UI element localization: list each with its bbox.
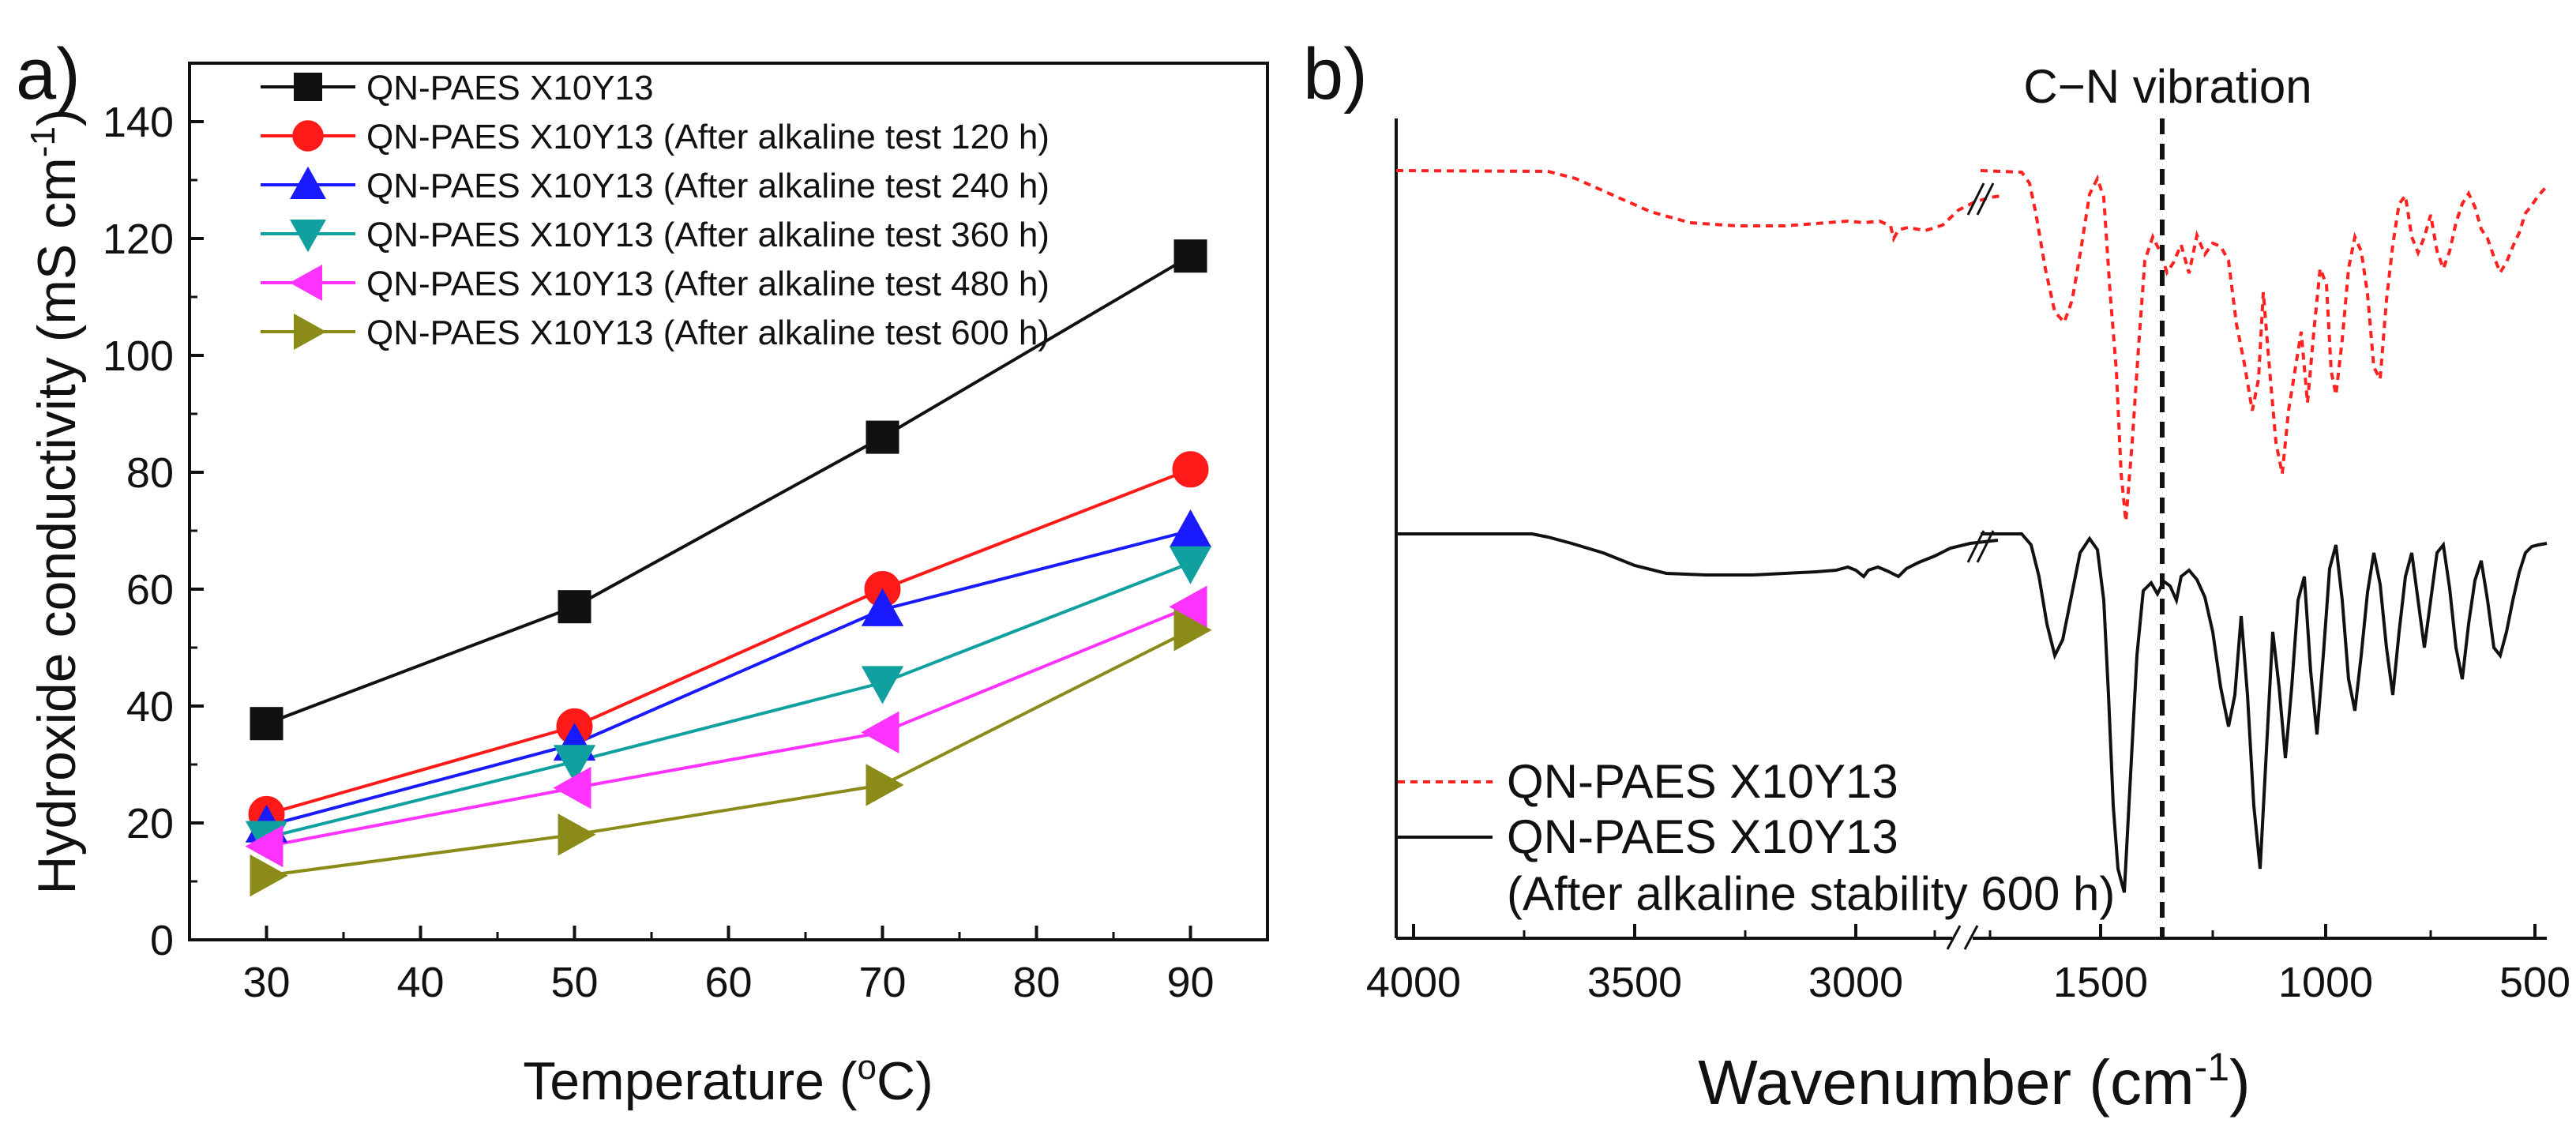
- panel-a-series-line-2: [265, 468, 1192, 816]
- panel-a-y-tick-label: 60: [126, 566, 174, 614]
- panel-a-legend-swatch-marker: [290, 220, 326, 253]
- panel-a-data-point-series-6: [866, 764, 904, 806]
- panel-a-x-tick-label: 60: [704, 959, 752, 1006]
- panel-a-legend-swatch-marker: [294, 73, 322, 101]
- panel-a-conductivity-chart: a) 30 40 50 60 70 80 90 0 20 40 60 80 100 120 140 QN-P…: [16, 34, 1269, 1111]
- panel-a-data-point-series-1: [558, 590, 591, 624]
- panel-a-y-tick-label: 20: [126, 800, 174, 847]
- panel-a-data-point-series-5: [1169, 585, 1207, 628]
- panel-a-legend-label: QN-PAES X10Y13 (After alkaline test 360 …: [366, 216, 1050, 254]
- panel-a-letter: a): [16, 34, 81, 115]
- cn-vibration-annotation: C−N vibration: [2023, 60, 2311, 113]
- panel-b-x-tick-label: 1000: [2278, 959, 2373, 1006]
- panel-a-legend-swatch-marker: [290, 166, 326, 199]
- panel-b-ticks: 4000 3500 3000 1500 1000 500: [1366, 924, 2570, 1006]
- panel-a-x-tick-label: 80: [1012, 959, 1060, 1006]
- panel-a-y-tick-label: 0: [150, 917, 174, 964]
- panel-b-x-tick-label: 4000: [1366, 959, 1461, 1006]
- panel-a-y-tick-label: 100: [103, 332, 174, 380]
- panel-a-legend: QN-PAES X10Y13 QN-PAES X10Y13 (After alka…: [261, 69, 1050, 352]
- panel-a-y-tick-label: 140: [103, 99, 174, 146]
- panel-a-data-point-series-6: [558, 813, 596, 856]
- panel-a-x-tick-label: 50: [550, 959, 598, 1006]
- panel-a-y-axis-label: Hydroxide conductivity (mS cm-1): [24, 108, 87, 894]
- panel-a-series-markers: [245, 239, 1212, 897]
- panel-b-x-tick-label: 500: [2499, 959, 2570, 1006]
- panel-a-legend-label: QN-PAES X10Y13 (After alkaline test 240 …: [366, 167, 1050, 205]
- panel-a-x-tick-label: 90: [1166, 959, 1214, 1006]
- panel-a-data-point-series-5: [245, 825, 284, 868]
- panel-b-spectra-break-marks: [1966, 182, 1995, 563]
- panel-a-series-line-3: [265, 529, 1191, 828]
- spectrum-red-dotted-segment-low: [1980, 169, 2548, 522]
- spectrum-red-dotted-segment-high: [1395, 169, 2002, 243]
- panel-a-data-point-series-1: [1173, 239, 1207, 273]
- panel-a-y-tick-label: 80: [126, 449, 174, 497]
- panel-a-series-lines: [265, 254, 1192, 877]
- panel-a-y-tick-label: 120: [103, 216, 174, 263]
- legend-label-black-line2: (After alkaline stability 600 h): [1507, 867, 2115, 920]
- spectrum-black-solid-segment-low: [1981, 532, 2548, 893]
- panel-a-data-point-series-5: [861, 711, 899, 753]
- panel-b-x-tick-label: 3000: [1808, 959, 1903, 1006]
- panel-b-x-axis-label: Wavenumber (cm-1): [1698, 1045, 2250, 1118]
- panel-a-legend-label: QN-PAES X10Y13: [366, 69, 654, 107]
- panel-a-series-line-4: [266, 561, 1192, 840]
- panel-a-data-point-series-1: [866, 420, 899, 454]
- panel-a-data-point-series-5: [553, 766, 591, 810]
- panel-a-series-line-6: [266, 629, 1192, 877]
- panel-a-data-point-series-4: [1169, 546, 1212, 584]
- panel-b-x-axis-break: [1946, 925, 1979, 950]
- panel-a-legend-label: QN-PAES X10Y13 (After alkaline test 120 …: [366, 118, 1050, 156]
- panel-a-series-line-5: [266, 605, 1192, 848]
- panel-a-data-point-series-4: [861, 666, 904, 704]
- legend-label-red: QN-PAES X10Y13: [1507, 755, 1898, 808]
- panel-a-ticks: 30 40 50 60 70 80 90 0 20 40 60 80 100 120 140: [103, 99, 1269, 1006]
- panel-a-legend-swatch-marker: [294, 314, 327, 350]
- panel-a-y-tick-label: 40: [126, 683, 174, 731]
- panel-a-data-point-series-3: [861, 588, 904, 626]
- panel-a-x-tick-label: 40: [396, 959, 444, 1006]
- panel-b-legend: QN-PAES X10Y13 QN-PAES X10Y13 (After alk…: [1398, 755, 2115, 920]
- panel-a-legend-label: QN-PAES X10Y13 (After alkaline test 480 …: [366, 265, 1050, 303]
- panel-b-letter: b): [1303, 34, 1368, 115]
- panel-a-data-point-series-6: [250, 854, 288, 897]
- panel-a-data-point-series-2: [1172, 451, 1209, 488]
- panel-a-data-point-series-6: [1173, 609, 1212, 652]
- panel-a-legend-swatch-marker: [292, 120, 324, 152]
- spectrum-black-solid-segment-high: [1396, 532, 1999, 579]
- panel-a-data-point-series-3: [1169, 509, 1212, 547]
- panel-a-x-tick-label: 70: [858, 959, 906, 1006]
- panel-a-series-line-1: [265, 254, 1192, 726]
- panel-b-x-tick-label: 1500: [2053, 959, 2148, 1006]
- panel-a-data-point-series-1: [250, 707, 284, 741]
- panel-a-data-point-series-4: [553, 745, 596, 783]
- panel-a-legend-swatch-marker: [289, 265, 322, 301]
- panel-a-x-axis-label: Temperature (oC): [523, 1048, 933, 1111]
- legend-label-black: QN-PAES X10Y13: [1507, 810, 1898, 863]
- panel-a-x-tick-label: 30: [242, 959, 290, 1006]
- panel-b-x-tick-label: 3500: [1587, 959, 1682, 1006]
- panel-a-legend-label: QN-PAES X10Y13 (After alkaline test 600 …: [366, 314, 1050, 352]
- panel-b-ftir-spectra: b) 4000 3500 3000 1500 1000 500: [1303, 34, 2570, 1118]
